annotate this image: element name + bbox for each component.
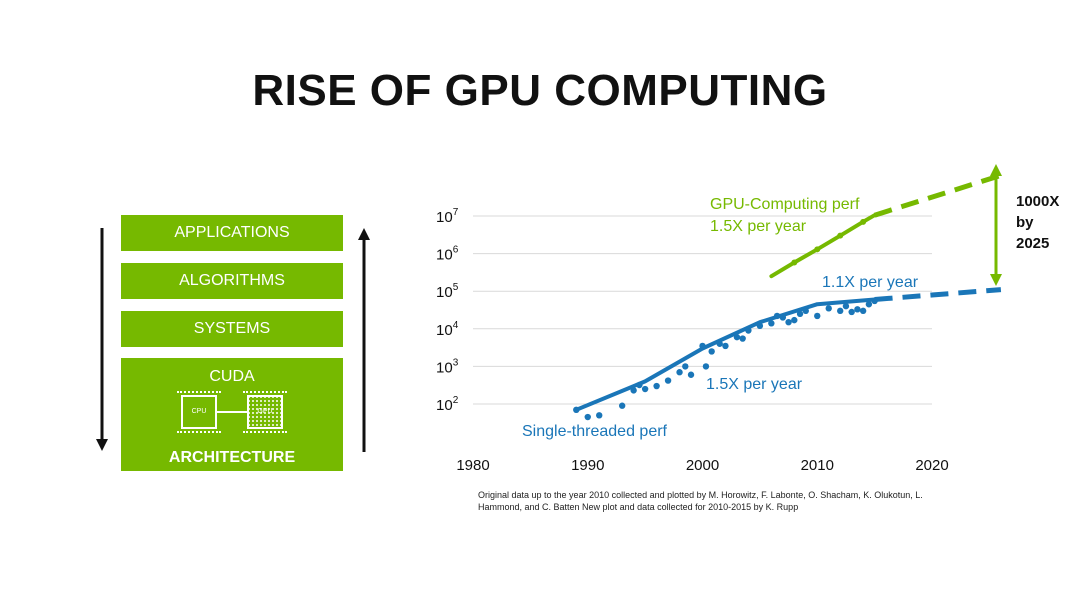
single-threaded-point: [842, 302, 850, 310]
gpu-series-label: GPU-Computing perf: [710, 196, 860, 213]
single-threaded-point: [702, 363, 710, 370]
cpu-label: CPU: [191, 408, 207, 415]
stack-box-cuda: CUDA CPU GPU ARCHITECTURE: [121, 358, 343, 471]
single-threaded-point: [708, 348, 715, 355]
single-threaded-point: [825, 305, 832, 312]
stack-box-algorithms: ALGORITHMS: [121, 263, 343, 299]
y-tick-label: 102: [436, 395, 459, 414]
single-threaded-point: [756, 322, 764, 330]
single-threaded-point: [722, 342, 729, 350]
single-threaded-point: [854, 306, 861, 313]
gpu-computing-point: [791, 259, 798, 266]
single-threaded-point: [636, 381, 643, 389]
blue-series-label: Single-threaded perf: [522, 423, 668, 440]
gap-label-1000x: 1000X: [1016, 193, 1059, 210]
y-tick-label: 107: [436, 207, 459, 226]
single-threaded-point: [584, 413, 591, 421]
single-threaded-point: [768, 320, 775, 327]
gpu-computing-point: [814, 246, 821, 253]
single-threaded-projection-line: [874, 287, 1002, 302]
single-threaded-point: [653, 382, 660, 390]
single-threaded-trend-line: [574, 297, 877, 412]
single-threaded-point: [802, 307, 809, 315]
y-tick-label: 103: [436, 357, 459, 376]
single-threaded-point: [739, 335, 746, 342]
single-threaded-point: [618, 402, 626, 409]
single-threaded-point: [596, 412, 603, 419]
gpu-projection-line: [873, 173, 1002, 218]
single-threaded-point: [785, 318, 792, 326]
single-threaded-point: [676, 369, 683, 376]
gap-label-2025: 2025: [1016, 235, 1049, 252]
gap-label-by: by: [1016, 214, 1034, 231]
stack-box-systems: SYSTEMS: [121, 311, 343, 347]
single-threaded-point: [630, 387, 637, 394]
y-tick-label: 105: [436, 282, 459, 301]
stack-box-label: SYSTEMS: [193, 320, 271, 337]
single-threaded-point: [733, 333, 741, 341]
stack-box-label: APPLICATIONS: [174, 224, 290, 241]
x-axis-ticks: 1980 1990 2000 2010 2020: [456, 457, 948, 474]
gpu-rate-label: 1.5X per year: [710, 218, 807, 235]
single-threaded-point: [791, 316, 798, 324]
stack-box-label: ALGORITHMS: [179, 272, 285, 289]
single-threaded-point: [837, 307, 844, 315]
x-tick-label: 1980: [456, 457, 489, 474]
gpu-computing-point: [837, 232, 844, 239]
single-threaded-point: [641, 385, 649, 393]
blue-lower-rate-label: 1.5X per year: [706, 376, 803, 393]
y-tick-label: 104: [436, 320, 459, 339]
x-tick-label: 2000: [686, 457, 719, 474]
single-threaded-point: [687, 371, 695, 378]
y-axis-ticks: 102 103 104 105 106 107: [436, 207, 459, 414]
gpu-computing-point: [860, 218, 867, 225]
single-threaded-point: [865, 301, 873, 308]
single-threaded-point: [573, 406, 580, 414]
single-threaded-point: [773, 312, 781, 320]
citation-note: Original data up to the year 2010 collec…: [478, 490, 923, 512]
chip-link-line: [217, 411, 247, 413]
blue-upper-rate-label: 1.1X per year: [822, 274, 919, 291]
single-threaded-point: [814, 312, 821, 320]
chart-series: [573, 173, 1002, 421]
x-tick-label: 2010: [801, 457, 834, 474]
single-threaded-point: [848, 308, 855, 316]
single-threaded-point: [699, 342, 706, 350]
x-tick-label: 2020: [915, 457, 948, 474]
architecture-label: ARCHITECTURE: [168, 449, 296, 466]
stack-box-applications: APPLICATIONS: [121, 215, 343, 251]
y-tick-label: 106: [436, 245, 459, 264]
chart-grid: [473, 215, 932, 405]
x-tick-label: 1990: [571, 457, 604, 474]
single-threaded-point: [796, 310, 804, 318]
gpu-chip-icon: GPU: [243, 391, 287, 433]
slide-title: RISE OF GPU COMPUTING: [252, 66, 828, 115]
single-threaded-point: [716, 340, 723, 347]
gpu-label: GPU: [257, 408, 273, 415]
single-threaded-point: [745, 327, 752, 334]
cpu-chip-icon: CPU: [177, 391, 221, 433]
single-threaded-point: [779, 314, 787, 321]
stack-box-label: CUDA: [209, 368, 255, 385]
single-threaded-point: [682, 363, 689, 370]
single-threaded-point: [664, 377, 672, 384]
single-threaded-point: [859, 307, 867, 315]
